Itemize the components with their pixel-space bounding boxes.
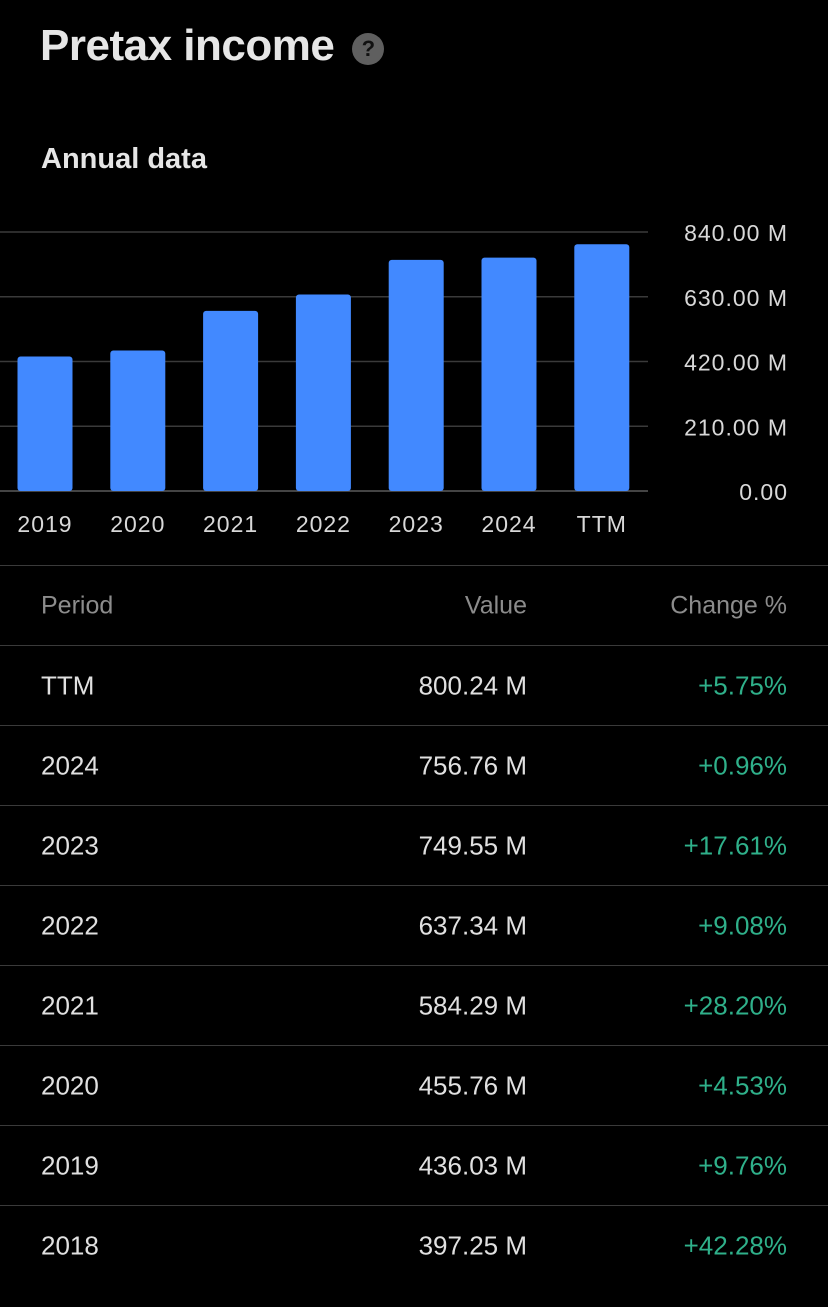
page-header: Pretax income ? [40, 16, 385, 76]
row-period: TTM [41, 670, 95, 700]
x-tick-label: 2019 [17, 511, 72, 537]
row-period: 2021 [41, 990, 99, 1020]
x-tick-label: 2020 [110, 511, 165, 537]
row-period: 2018 [41, 1230, 99, 1260]
header-value: Value [464, 591, 527, 619]
table-row: 2022 637.34 M +9.08% [0, 885, 828, 965]
y-tick-label: 210.00 M [684, 414, 788, 440]
row-value: 397.25 M [418, 1230, 527, 1260]
row-period: 2024 [41, 750, 99, 780]
table-row: TTM 800.24 M +5.75% [0, 645, 828, 725]
table-row: 2023 749.55 M +17.61% [0, 805, 828, 885]
table-row: 2018 397.25 M +42.28% [0, 1205, 828, 1285]
table-row: 2021 584.29 M +28.20% [0, 965, 828, 1045]
row-change: +5.75% [698, 670, 787, 700]
question-circle-icon[interactable]: ? [352, 33, 385, 65]
x-tick-label: 2024 [481, 511, 536, 537]
row-period: 2022 [41, 910, 99, 940]
y-tick-label: 420.00 M [684, 350, 788, 376]
table-row: 2020 455.76 M +4.53% [0, 1045, 828, 1125]
row-value: 756.76 M [418, 750, 527, 780]
x-tick-label: 2023 [389, 511, 444, 537]
row-value: 637.34 M [418, 910, 527, 940]
row-change: +9.08% [698, 910, 787, 940]
annual-bar-chart: 840.00 M 630.00 M 420.00 M 210.00 M 0.00 2019… [0, 220, 788, 537]
y-tick-label: 840.00 M [684, 220, 788, 246]
bar [481, 257, 537, 491]
row-change: +9.76% [698, 1150, 787, 1180]
row-value: 455.76 M [418, 1070, 527, 1100]
row-value: 749.55 M [418, 830, 527, 860]
annual-data-table: Period Value Change % TTM 800.24 M +5.75… [0, 565, 828, 1285]
row-change: +0.96% [698, 750, 787, 780]
x-tick-label: 2021 [203, 511, 258, 537]
bar [17, 356, 73, 491]
header-change: Change % [670, 591, 787, 619]
header-period: Period [41, 591, 114, 619]
row-period: 2023 [41, 830, 99, 860]
x-tick-label: TTM [577, 511, 627, 537]
row-value: 800.24 M [418, 670, 527, 700]
row-period: 2020 [41, 1070, 99, 1100]
row-change: +28.20% [683, 990, 787, 1020]
bar [388, 259, 444, 491]
y-tick-label: 0.00 [739, 479, 788, 505]
x-tick-label: 2022 [296, 511, 351, 537]
row-value: 436.03 M [418, 1150, 527, 1180]
table-row: 2019 436.03 M +9.76% [0, 1125, 828, 1205]
row-change: +42.28% [683, 1230, 787, 1260]
row-value: 584.29 M [418, 990, 527, 1020]
row-period: 2019 [41, 1150, 99, 1180]
section-subtitle: Annual data [41, 143, 207, 175]
page-title: Pretax income [40, 21, 335, 70]
bar [110, 350, 166, 491]
bar [574, 244, 630, 491]
table-row: 2024 756.76 M +0.96% [0, 725, 828, 805]
bar [203, 310, 259, 491]
bar [295, 294, 351, 491]
row-change: +4.53% [698, 1070, 787, 1100]
table-header-row: Period Value Change % [0, 565, 828, 645]
row-change: +17.61% [683, 830, 787, 860]
y-tick-label: 630.00 M [684, 285, 788, 311]
